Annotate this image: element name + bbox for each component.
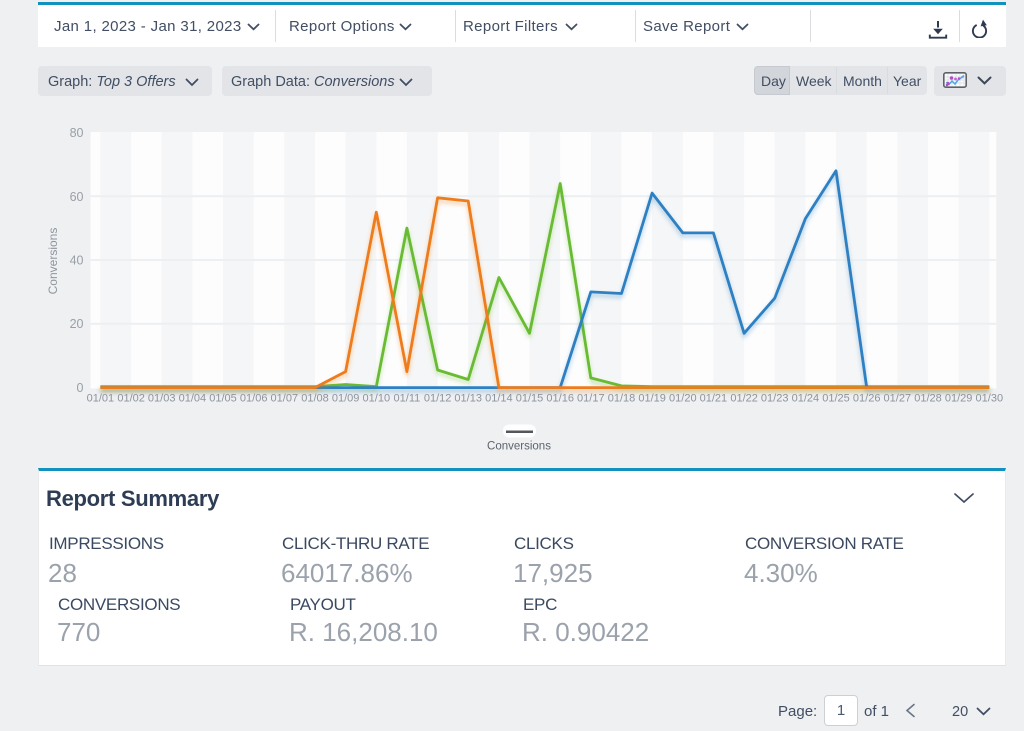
svg-text:01/04: 01/04	[179, 393, 207, 405]
svg-text:01/15: 01/15	[516, 393, 544, 405]
svg-text:01/16: 01/16	[546, 393, 574, 405]
svg-text:01/08: 01/08	[301, 393, 329, 405]
svg-text:01/19: 01/19	[638, 393, 666, 405]
svg-text:01/24: 01/24	[792, 393, 820, 405]
svg-text:01/29: 01/29	[945, 393, 973, 405]
svg-text:Conversions: Conversions	[46, 228, 60, 295]
svg-text:01/01: 01/01	[87, 393, 115, 405]
svg-text:01/10: 01/10	[363, 393, 391, 405]
svg-text:01/05: 01/05	[209, 393, 237, 405]
svg-text:01/23: 01/23	[761, 393, 789, 405]
svg-text:01/03: 01/03	[148, 393, 176, 405]
svg-text:01/17: 01/17	[577, 393, 605, 405]
svg-text:01/14: 01/14	[485, 393, 513, 405]
svg-text:60: 60	[70, 190, 84, 204]
svg-text:01/21: 01/21	[700, 393, 728, 405]
svg-text:01/20: 01/20	[669, 393, 697, 405]
svg-text:01/25: 01/25	[822, 393, 850, 405]
svg-text:01/06: 01/06	[240, 393, 268, 405]
svg-text:80: 80	[70, 126, 84, 140]
svg-text:20: 20	[70, 317, 84, 331]
svg-text:01/13: 01/13	[454, 393, 482, 405]
svg-text:01/28: 01/28	[914, 393, 942, 405]
svg-text:01/09: 01/09	[332, 393, 360, 405]
svg-text:01/27: 01/27	[884, 393, 912, 405]
svg-text:01/07: 01/07	[271, 393, 299, 405]
svg-text:01/18: 01/18	[608, 393, 636, 405]
svg-text:40: 40	[70, 254, 84, 268]
svg-text:01/22: 01/22	[730, 393, 758, 405]
svg-text:01/11: 01/11	[394, 393, 421, 405]
svg-text:01/12: 01/12	[424, 393, 452, 405]
svg-text:Conversions: Conversions	[487, 441, 551, 453]
svg-text:01/26: 01/26	[853, 393, 881, 405]
svg-text:01/02: 01/02	[117, 393, 145, 405]
svg-text:01/30: 01/30	[976, 393, 1004, 405]
svg-text:0: 0	[77, 381, 84, 395]
